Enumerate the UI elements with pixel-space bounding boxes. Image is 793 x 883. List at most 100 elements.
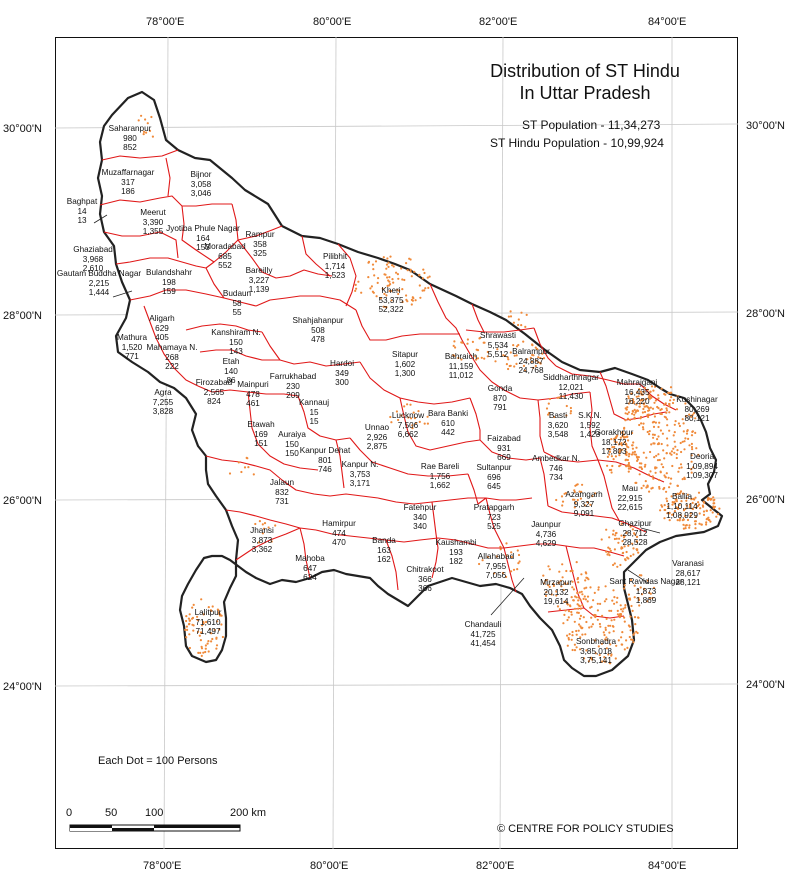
district-label-bahraich: Bahraich 11,159 11,012 bbox=[445, 352, 477, 381]
right-lat-30: 30°00'N bbox=[746, 120, 785, 132]
population-dot bbox=[620, 636, 623, 639]
population-dot bbox=[709, 509, 712, 512]
population-dot bbox=[649, 470, 652, 473]
population-dot bbox=[526, 358, 529, 361]
district-st-population: 193 bbox=[449, 547, 463, 557]
population-dot bbox=[627, 461, 631, 465]
population-dot bbox=[564, 609, 567, 612]
population-dot bbox=[642, 390, 645, 393]
population-dot bbox=[665, 490, 668, 493]
population-dot bbox=[674, 420, 677, 423]
district-name: Chandauli bbox=[464, 620, 502, 629]
population-dot bbox=[452, 344, 455, 347]
population-dot bbox=[623, 426, 626, 429]
district-name: Pratapgarh bbox=[473, 503, 515, 512]
population-dot bbox=[211, 605, 214, 608]
district-st-hindu-population: 182 bbox=[449, 557, 463, 567]
population-dot bbox=[453, 354, 456, 357]
population-dot bbox=[647, 415, 650, 419]
population-dot bbox=[243, 466, 247, 469]
population-dot bbox=[689, 514, 692, 517]
population-dot bbox=[597, 586, 600, 589]
population-dot bbox=[652, 436, 655, 439]
population-dot bbox=[529, 356, 532, 359]
population-dot bbox=[557, 582, 560, 585]
population-dot bbox=[525, 313, 528, 316]
population-dot bbox=[207, 650, 210, 653]
population-dot bbox=[675, 506, 678, 509]
population-dot bbox=[397, 418, 400, 422]
population-dot bbox=[539, 357, 542, 360]
population-dot bbox=[607, 653, 610, 656]
population-dot bbox=[605, 598, 608, 601]
population-dot bbox=[611, 446, 614, 449]
population-dot bbox=[396, 288, 399, 291]
population-dot bbox=[593, 639, 597, 642]
population-dot bbox=[624, 558, 627, 561]
population-dot bbox=[612, 529, 615, 532]
population-dot bbox=[388, 280, 391, 283]
population-dot bbox=[674, 493, 677, 497]
population-dot bbox=[387, 261, 390, 264]
population-dot bbox=[566, 602, 569, 605]
district-name: Sant Ravidas Nagar bbox=[609, 577, 683, 586]
population-dot bbox=[548, 397, 552, 401]
population-dot bbox=[401, 278, 404, 281]
district-st-hindu-population: 1,08,929 bbox=[666, 511, 698, 521]
population-dot bbox=[694, 523, 697, 526]
district-st-hindu-population: 1,423 bbox=[579, 430, 601, 440]
population-dot bbox=[633, 416, 636, 419]
district-name: Kanpur N. bbox=[341, 460, 379, 469]
population-dot bbox=[397, 292, 400, 296]
district-st-population: 53,375 bbox=[378, 295, 404, 305]
district-name: Rampur bbox=[245, 230, 275, 239]
district-name: Agra bbox=[154, 388, 172, 397]
district-st-population: 366 bbox=[418, 574, 432, 584]
district-label-sitapur: Sitapur 1,602 1,300 bbox=[392, 350, 418, 379]
district-st-hindu-population: 209 bbox=[286, 391, 300, 401]
district-st-hindu-population: 55 bbox=[232, 308, 242, 318]
district-st-population: 3,620 bbox=[547, 420, 569, 430]
district-label-sonbhadra: Sonbhadra 3,85,018 3,75,141 bbox=[576, 637, 616, 666]
population-dot bbox=[584, 633, 587, 636]
district-st-hindu-population: 442 bbox=[441, 428, 455, 438]
population-dot bbox=[407, 416, 410, 419]
population-dot bbox=[631, 451, 635, 454]
population-dot bbox=[609, 643, 612, 646]
population-dot bbox=[673, 440, 676, 443]
population-dot bbox=[687, 437, 690, 440]
population-dot bbox=[673, 423, 676, 426]
district-label-ghazipur: Ghazipur 28,712 28,528 bbox=[618, 519, 651, 548]
population-dot bbox=[501, 571, 505, 575]
map-title-line-1: Distribution of ST Hindu bbox=[490, 61, 680, 81]
population-dot bbox=[696, 504, 700, 508]
population-dot bbox=[612, 625, 615, 628]
population-dot bbox=[547, 565, 550, 568]
population-dot bbox=[570, 613, 573, 616]
population-dot bbox=[619, 604, 622, 607]
population-dot bbox=[617, 639, 620, 642]
population-dot bbox=[626, 646, 629, 650]
population-dot bbox=[570, 610, 573, 614]
district-st-population: 169 bbox=[254, 429, 268, 439]
district-label-firozabad: Firozabad 2,565 824 bbox=[196, 378, 232, 407]
population-dot bbox=[670, 396, 673, 399]
population-dot bbox=[188, 613, 191, 616]
population-dot bbox=[537, 361, 540, 364]
population-dot bbox=[418, 284, 421, 287]
population-dot bbox=[650, 443, 653, 446]
population-dot bbox=[654, 399, 658, 402]
population-dot bbox=[550, 593, 553, 596]
population-dot bbox=[518, 560, 521, 563]
population-dot bbox=[220, 623, 223, 626]
population-dot bbox=[423, 422, 426, 425]
population-dot bbox=[572, 599, 575, 602]
population-dot bbox=[690, 454, 693, 457]
district-name: Kheri bbox=[381, 286, 401, 295]
population-dot bbox=[607, 551, 610, 554]
district-label-s-k-n: S.K.N. 1,592 1,423 bbox=[578, 411, 602, 440]
population-dot bbox=[580, 573, 583, 576]
population-dot bbox=[218, 614, 222, 617]
population-dot bbox=[690, 468, 693, 471]
population-dot bbox=[665, 452, 668, 455]
